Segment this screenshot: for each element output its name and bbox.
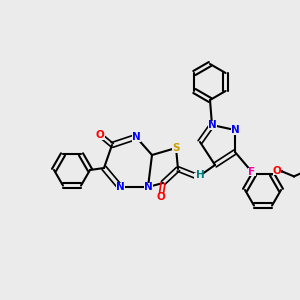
Text: N: N <box>132 132 140 142</box>
Bar <box>95 130 104 140</box>
Bar <box>194 172 202 182</box>
Text: F: F <box>248 167 256 177</box>
Bar <box>157 193 166 202</box>
Text: N: N <box>231 125 239 135</box>
Bar <box>230 125 239 134</box>
Text: H: H <box>196 170 204 180</box>
Bar <box>248 168 256 176</box>
Text: O: O <box>96 130 104 140</box>
Text: O: O <box>273 167 281 176</box>
Text: S: S <box>172 143 180 153</box>
Bar <box>273 167 281 175</box>
Text: N: N <box>116 182 124 192</box>
Bar <box>116 182 124 191</box>
Bar <box>143 182 152 191</box>
Bar <box>172 143 181 152</box>
Text: N: N <box>144 182 152 192</box>
Bar <box>131 133 140 142</box>
Text: N: N <box>208 120 216 130</box>
Bar <box>208 121 217 130</box>
Text: O: O <box>157 192 165 202</box>
